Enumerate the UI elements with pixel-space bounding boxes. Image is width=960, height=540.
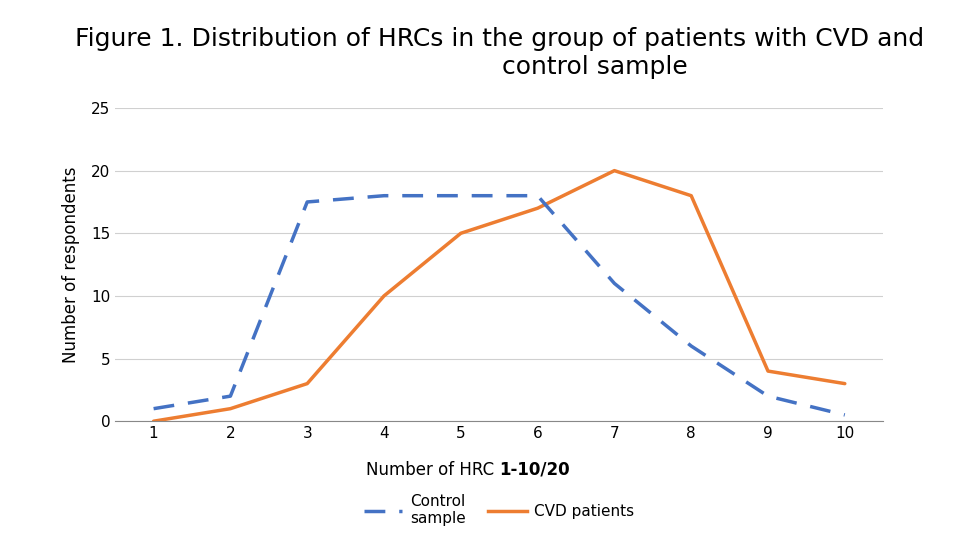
Y-axis label: Number of respondents: Number of respondents [62, 166, 80, 363]
Text: 1-10/20: 1-10/20 [499, 461, 570, 479]
Text: Number of HRC: Number of HRC [366, 461, 499, 479]
Legend: Control
sample, CVD patients: Control sample, CVD patients [358, 488, 640, 532]
Text: Figure 1. Distribution of HRCs in the group of patients with CVD and
           : Figure 1. Distribution of HRCs in the gr… [75, 27, 924, 79]
